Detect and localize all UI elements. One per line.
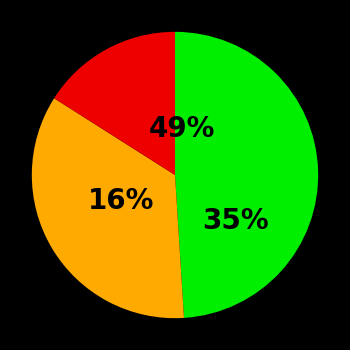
Wedge shape bbox=[32, 98, 184, 318]
Text: 49%: 49% bbox=[149, 115, 215, 143]
Text: 16%: 16% bbox=[88, 187, 154, 215]
Text: 35%: 35% bbox=[202, 207, 268, 235]
Wedge shape bbox=[54, 32, 175, 175]
Wedge shape bbox=[175, 32, 318, 318]
